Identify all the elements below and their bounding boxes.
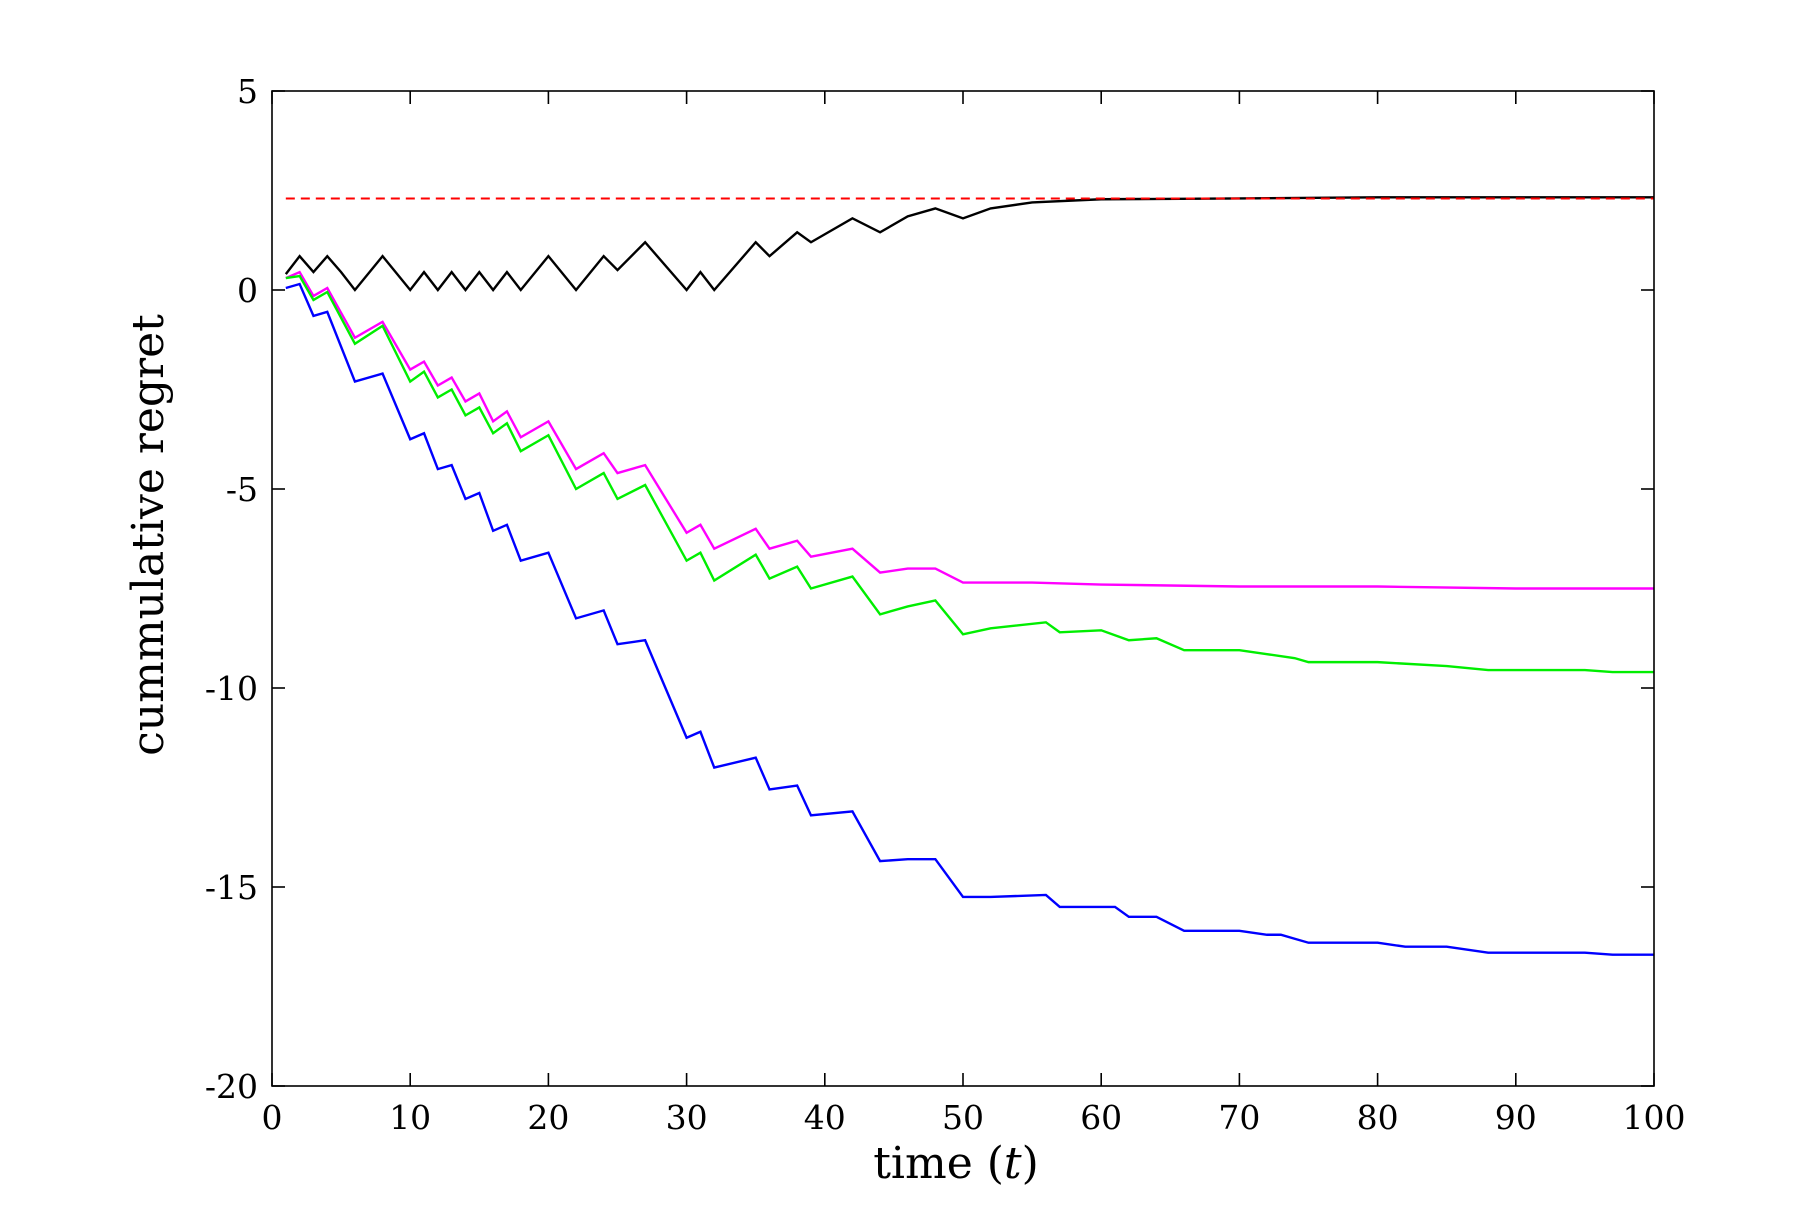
- x-tick-label: 0: [262, 1098, 283, 1137]
- x-tick-label: 70: [1218, 1098, 1260, 1137]
- y-tick-label: 5: [237, 72, 258, 111]
- x-axis-label-suffix: ): [1022, 1138, 1039, 1189]
- y-tick-label: 0: [237, 271, 258, 310]
- x-tick-label: 100: [1623, 1098, 1686, 1137]
- y-tick-label: -15: [205, 868, 258, 907]
- x-axis-label-variable: t: [1004, 1138, 1022, 1189]
- x-tick-label: 60: [1080, 1098, 1122, 1137]
- y-tick-label: -20: [205, 1067, 258, 1106]
- x-tick-label: 10: [389, 1098, 431, 1137]
- x-tick-label: 30: [666, 1098, 708, 1137]
- y-tick-label: -10: [205, 669, 258, 708]
- x-tick-label: 20: [527, 1098, 569, 1137]
- series-layer: [284, 196, 1654, 956]
- series-line-1: [284, 196, 1654, 292]
- y-tick-label: -5: [226, 470, 258, 509]
- series-line-5: [285, 282, 1654, 956]
- x-tick-label: 80: [1357, 1098, 1399, 1137]
- y-axis-label: cummulative regret: [123, 314, 174, 756]
- series-line-3: [285, 270, 1654, 590]
- x-tick-label: 40: [804, 1098, 846, 1137]
- x-axis-label-prefix: time (: [873, 1138, 1004, 1189]
- x-tick-label: 50: [942, 1098, 984, 1137]
- x-axis-label: time (t): [873, 1138, 1039, 1189]
- series-line-4: [285, 274, 1654, 674]
- x-tick-label: 90: [1495, 1098, 1537, 1137]
